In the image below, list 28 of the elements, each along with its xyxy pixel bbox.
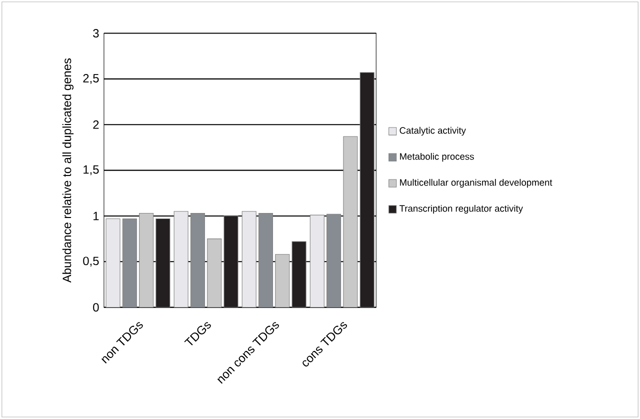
y-tick-label: 2,5	[83, 74, 99, 84]
y-tick-label: 3	[93, 29, 99, 38]
y-axis-title: Abundance relative to all duplicated genes	[62, 58, 74, 283]
bar	[139, 213, 154, 308]
bar	[360, 72, 374, 308]
bar	[224, 216, 238, 308]
bar	[190, 213, 205, 308]
y-tick-label: 2	[93, 120, 99, 129]
bar	[106, 218, 120, 308]
y-tick-label: 0,5	[83, 256, 99, 267]
bar	[242, 211, 256, 308]
bar	[174, 211, 188, 308]
bar	[156, 218, 170, 308]
y-tick-label: 0	[93, 303, 99, 312]
bar	[343, 136, 358, 308]
bar	[207, 238, 222, 308]
y-tick-label: 1,5	[84, 165, 99, 176]
legend-label: Multicellular organismal development	[400, 179, 552, 188]
bar	[258, 213, 274, 308]
bar	[292, 241, 306, 308]
bar	[122, 218, 137, 308]
legend-label: Transcription regulator activity	[400, 205, 523, 214]
bar	[310, 214, 324, 308]
y-tick-label: 1	[94, 212, 99, 220]
bar	[326, 214, 342, 308]
bar	[275, 254, 290, 308]
legend-label: Metabolic process	[400, 153, 474, 162]
legend-label: Catalytic activity	[400, 127, 466, 136]
